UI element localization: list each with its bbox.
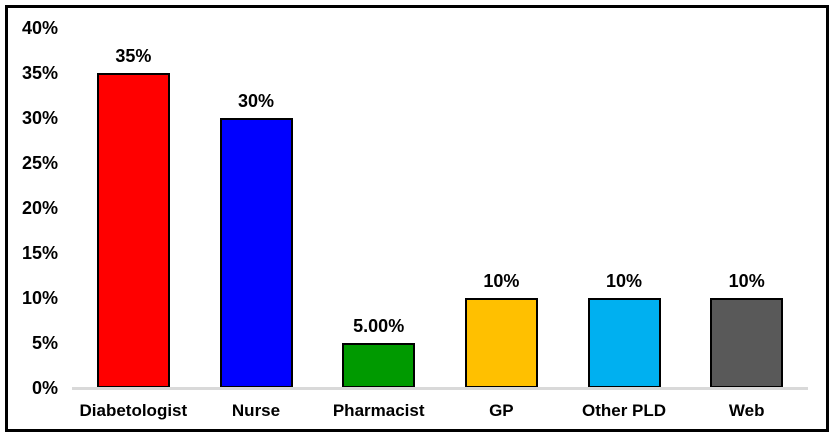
y-tick-label-30-: 30% xyxy=(21,108,58,128)
x-category-label-pharmacist: Pharmacist xyxy=(332,401,425,420)
x-category-label-web: Web xyxy=(728,401,765,420)
data-label-diabetologist: 35% xyxy=(115,46,152,66)
bar-web xyxy=(710,298,784,388)
plot-area: 35% 30% 5.00% 10% 10% 10% xyxy=(72,28,808,390)
y-tick-label-15-: 15% xyxy=(21,243,58,263)
bar-other-pld xyxy=(587,298,661,388)
bar-slot-nurse: 30% xyxy=(195,28,318,388)
x-category-label-diabetologist: Diabetologist xyxy=(79,401,188,420)
bar-slot-pharmacist: 5.00% xyxy=(317,28,440,388)
x-axis-line xyxy=(72,387,808,390)
bar-gp xyxy=(464,298,538,388)
bar-slot-other-pld: 10% xyxy=(563,28,686,388)
y-tick-label-0-: 0% xyxy=(31,378,58,398)
bar-pharmacist xyxy=(342,343,416,388)
bar-slot-web: 10% xyxy=(685,28,808,388)
y-tick-label-25-: 25% xyxy=(21,153,58,173)
data-label-gp: 10% xyxy=(483,271,520,291)
data-label-pharmacist: 5.00% xyxy=(353,316,405,336)
y-tick-label-40-: 40% xyxy=(21,18,58,38)
bar-series: 35% 30% 5.00% 10% 10% 10% xyxy=(72,28,808,388)
x-category-label-nurse: Nurse xyxy=(231,401,281,420)
bar-slot-gp: 10% xyxy=(440,28,563,388)
data-label-nurse: 30% xyxy=(237,91,275,111)
data-label-web: 10% xyxy=(728,271,765,291)
y-tick-label-20-: 20% xyxy=(21,198,58,218)
bar-slot-diabetologist: 35% xyxy=(72,28,195,388)
y-tick-label-35-: 35% xyxy=(21,63,58,83)
chart-border-box: 0% 5% 10% 15% 20% 25% 30% 35% 40% 35% 30% 5.00% 10%… xyxy=(5,5,829,432)
y-tick-label-5-: 5% xyxy=(31,333,58,353)
y-axis: 0% 5% 10% 15% 20% 25% 30% 35% 40% xyxy=(8,19,58,397)
data-label-other-pld: 10% xyxy=(606,271,643,291)
x-category-label-gp: GP xyxy=(489,401,514,420)
x-axis-labels: Diabetologist Nurse Pharmacist GP Other PLD W… xyxy=(72,400,808,422)
x-category-label-other-pld: Other PLD xyxy=(581,401,667,420)
bar-diabetologist xyxy=(96,73,170,388)
bar-nurse xyxy=(219,118,293,388)
y-tick-label-10-: 10% xyxy=(21,288,58,308)
